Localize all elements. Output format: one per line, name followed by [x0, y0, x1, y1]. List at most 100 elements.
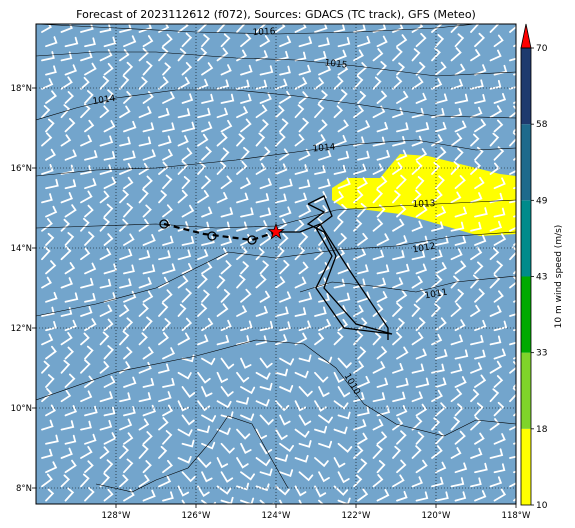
wind-barb	[333, 217, 344, 232]
wind-barb	[142, 489, 156, 502]
wind-barb	[142, 234, 156, 246]
wind-barb	[220, 33, 231, 48]
wind-barb	[138, 474, 150, 488]
wind-barb	[337, 177, 351, 190]
wind-barb	[450, 363, 463, 374]
wind-barb	[470, 477, 482, 488]
wind-barb	[411, 160, 423, 175]
wind-barb	[60, 245, 72, 261]
wind-barb	[220, 442, 235, 454]
isobar-1014	[36, 139, 516, 177]
wind-barb	[220, 260, 232, 275]
wind-barb	[333, 331, 344, 346]
wind-barb	[509, 361, 516, 374]
wind-barb	[240, 471, 255, 481]
wind-barb	[255, 483, 270, 492]
wind-barb	[119, 75, 130, 90]
wind-barb	[474, 176, 485, 190]
wind-barb	[474, 207, 488, 218]
wind-barb	[123, 61, 134, 76]
wind-barb	[103, 176, 117, 190]
wind-barb	[162, 235, 174, 246]
wind-barb	[236, 106, 249, 119]
wind-barb	[279, 35, 292, 48]
wind-barb	[474, 288, 485, 303]
wind-barb	[236, 246, 248, 261]
wind-barb	[454, 93, 469, 104]
wind-barb	[181, 147, 193, 161]
wind-barb	[493, 290, 504, 303]
wind-barb	[84, 150, 98, 161]
wind-barb	[84, 90, 94, 104]
wind-barb	[64, 149, 77, 161]
wind-barb	[177, 332, 191, 346]
wind-barb	[216, 457, 229, 469]
wind-barb	[123, 406, 136, 417]
wind-barb	[158, 276, 170, 289]
wind-barb	[45, 65, 57, 76]
wind-barb	[177, 48, 187, 62]
wind-barb	[64, 434, 77, 445]
wind-barb	[392, 46, 403, 62]
wind-barb	[353, 105, 365, 119]
past-position-marker	[247, 235, 257, 245]
wind-barb	[333, 49, 347, 62]
wind-barb	[396, 62, 405, 76]
wind-barb	[318, 499, 333, 504]
wind-barb	[240, 261, 250, 275]
wind-barb	[162, 62, 172, 76]
wind-barb	[376, 149, 391, 161]
wind-barb	[119, 49, 130, 62]
wind-barb	[435, 289, 445, 303]
wind-barb	[142, 316, 153, 332]
wind-barb	[275, 276, 286, 289]
wind-barb	[259, 207, 272, 218]
wind-barb	[411, 135, 424, 147]
wind-barb	[509, 226, 516, 232]
wind-barb	[103, 375, 116, 388]
wind-barb	[142, 431, 153, 445]
wind-barb	[123, 376, 137, 388]
wind-barb	[158, 190, 168, 204]
wind-barb	[64, 179, 77, 190]
wind-barb	[454, 235, 467, 246]
wind-barb	[80, 24, 94, 33]
wind-barb	[450, 248, 463, 261]
wind-barb	[431, 363, 445, 374]
colorbar-segment	[521, 352, 531, 429]
wind-barb	[509, 425, 516, 431]
wind-barb	[279, 233, 289, 246]
wind-barb	[435, 61, 447, 76]
wind-barb	[318, 440, 333, 449]
wind-barb	[197, 190, 210, 204]
wind-barb	[435, 402, 447, 417]
wind-barb	[372, 218, 384, 232]
wind-barb	[177, 428, 193, 437]
wind-barb	[376, 35, 388, 48]
wind-barb	[314, 425, 328, 434]
wind-barb	[357, 35, 371, 48]
wind-barb	[435, 317, 447, 332]
wind-barb	[435, 461, 447, 474]
wind-barb	[333, 485, 349, 496]
wind-barb	[138, 76, 148, 90]
isobar-1015	[36, 51, 516, 77]
wind-barb	[201, 289, 210, 303]
wind-barb	[220, 319, 232, 332]
wind-barb	[279, 178, 293, 190]
wind-barb	[493, 207, 506, 218]
wind-barb	[415, 176, 425, 190]
wind-barb	[138, 444, 149, 459]
wind-barb	[454, 376, 467, 388]
wind-barb	[220, 147, 230, 161]
wind-barb	[396, 405, 408, 417]
wind-barb	[123, 264, 135, 275]
wind-barb	[333, 426, 348, 435]
wind-barb	[162, 378, 175, 388]
wind-barb	[454, 120, 467, 133]
wind-barb	[470, 221, 482, 232]
wind-barb	[181, 263, 193, 275]
wind-barb	[64, 262, 76, 275]
wind-barb	[80, 103, 91, 119]
wind-barb	[333, 24, 346, 33]
